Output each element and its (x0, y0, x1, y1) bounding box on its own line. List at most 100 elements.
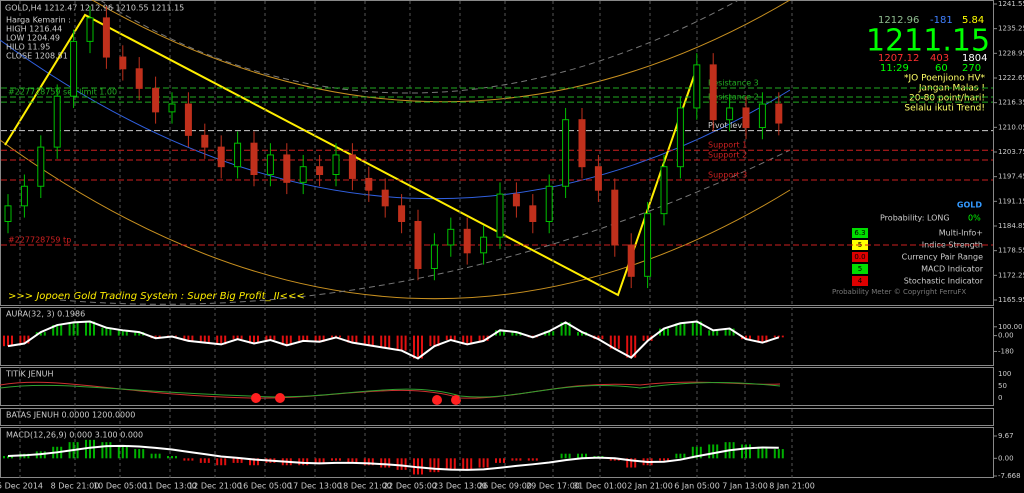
signal-line (7, 444, 779, 471)
x-label: 8 Jan 21:00 (769, 482, 815, 491)
prob-box (852, 228, 868, 238)
y-tick-label: 1210.05 (998, 123, 1024, 131)
candle-body (266, 154, 274, 176)
candle-body (742, 107, 750, 129)
prev-low: LOW 1204.49 (6, 34, 60, 43)
candle-body (102, 17, 110, 58)
y-tick-label: 1172.25 (998, 271, 1024, 279)
prob-row-label: Currency Pair Range (902, 253, 983, 262)
candle-body (578, 119, 586, 168)
prob-box-text: 4 (858, 277, 863, 285)
aura-title: AURA(32, 3) 0.1986 (6, 310, 85, 319)
candle-body (365, 177, 373, 191)
candle-body (627, 244, 635, 277)
candle-body (381, 189, 389, 207)
prev-hilo: HILO 11.95 (6, 43, 50, 52)
candle-body (119, 56, 127, 70)
y-tick-label: 1184.85 (998, 222, 1024, 230)
max: 270 (962, 63, 981, 74)
range: 403 (930, 53, 949, 64)
overlays (0, 0, 994, 478)
candle-body (70, 40, 78, 97)
y-tick-label: 0.00 (998, 332, 1014, 340)
y-tick-label: 1203.75 (998, 148, 1024, 156)
candle-body (611, 189, 619, 246)
note: *JO Poenjiono HV* (904, 74, 985, 84)
pips: 1804 (962, 53, 987, 64)
note: 20-80 point/hari! (909, 94, 985, 104)
candle-body (758, 103, 766, 129)
prob-row-label: MACD Indicator (921, 265, 984, 274)
candle-body (496, 193, 504, 238)
x-label: 10 Dec 05:00 (93, 482, 147, 491)
regression-outer-low (59, 149, 791, 305)
prob-box (852, 252, 868, 262)
titik-line-green (0, 382, 781, 398)
candle-body (4, 205, 12, 222)
candle-body (660, 166, 668, 215)
time: 11:29 (880, 63, 909, 74)
regression-outer (99, 0, 740, 94)
candle-body (184, 103, 192, 136)
level-label: Support 2 (708, 151, 747, 160)
candle-body (676, 107, 684, 168)
prob-title: Probability: LONG (880, 214, 950, 223)
candle-body (709, 64, 717, 121)
x-label: 22 Dec 05:00 (383, 482, 437, 491)
titik-dots (251, 393, 461, 405)
candle-body (430, 244, 438, 269)
batas-frame (0, 408, 994, 426)
candle-body (299, 166, 307, 183)
candle-body (726, 107, 734, 121)
candle-body (414, 220, 422, 269)
y-tick-label: -180 (998, 347, 1014, 355)
prob-percent: 0% (968, 214, 981, 223)
candle-body (135, 68, 143, 89)
y-tick-label: 1178.55 (998, 247, 1024, 255)
pct: 5.84 (962, 15, 984, 26)
prob-row-label: Indice Strength (922, 241, 983, 250)
regression-lower (0, 139, 791, 300)
level-label: Support 3 (708, 170, 747, 179)
level-label: #227728759 sell limit 1.00 (8, 87, 117, 96)
x-label: 7 Jan 13:00 (722, 482, 768, 491)
y-tick-label: 1216.35 (998, 99, 1024, 107)
y-tick-label: 1235.25 (998, 25, 1024, 33)
level-label: Pivot level (708, 121, 749, 130)
candle-body (152, 87, 160, 113)
y-tick-label: 1197.45 (998, 173, 1024, 181)
prev-high: HIGH 1216.44 (6, 25, 62, 34)
candle-body (348, 154, 356, 179)
candle-body (398, 205, 406, 222)
y-tick-label: 0 (998, 394, 1002, 402)
y-tick-label: 1222.65 (998, 74, 1024, 82)
y-tick-label: 0.00 (998, 454, 1014, 462)
candle-body (594, 166, 602, 191)
prob-box (852, 276, 868, 286)
batas-title: BATAS JENUH 0.0000 1200.0000 (6, 411, 135, 420)
y-tick-label: 1165.95 (998, 296, 1024, 304)
y-tick-label: 9.67 (998, 432, 1014, 440)
candle-body (37, 146, 45, 187)
x-label: 31 Dec 01:00 (573, 482, 627, 491)
x-label: 26 Dec 09:00 (478, 482, 532, 491)
level-label: Resistance 2 (708, 93, 759, 102)
prob-box-text: 0.0 (854, 253, 865, 261)
candle-body (201, 134, 209, 148)
x-label: 16 Dec 05:00 (238, 482, 292, 491)
candle-body (316, 166, 324, 176)
candle-body (283, 154, 291, 183)
prob-box-text: 6.3 (854, 229, 865, 237)
note: Jangan Malas ! (918, 84, 985, 94)
candle-body (545, 185, 553, 222)
banner: >>> Jopoen Gold Trading System : Super B… (8, 291, 305, 302)
x-label: 8 Dec 21:00 (51, 482, 100, 491)
x-label: 5 Dec 2014 (0, 482, 43, 491)
candle-body (168, 103, 176, 113)
prev-close: CLOSE 1208.51 (6, 52, 68, 61)
last-price: 1211.15 (866, 24, 990, 59)
candle-body (463, 228, 471, 254)
x-label: 18 Dec 21:00 (338, 482, 392, 491)
